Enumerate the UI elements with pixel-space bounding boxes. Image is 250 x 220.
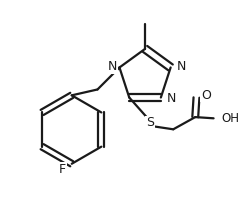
Text: N: N: [107, 61, 117, 73]
Text: F: F: [59, 163, 66, 176]
Text: N: N: [176, 60, 185, 73]
Text: O: O: [200, 89, 210, 102]
Text: N: N: [166, 92, 176, 105]
Text: S: S: [146, 116, 154, 129]
Text: OH: OH: [220, 112, 238, 125]
